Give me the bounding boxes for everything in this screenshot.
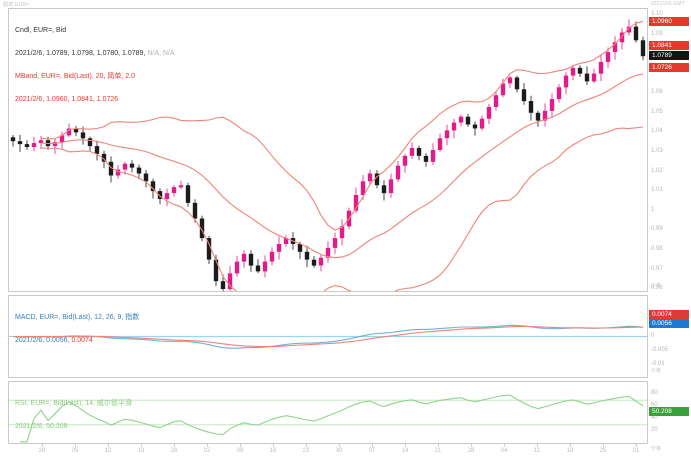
time-axis-label: 28 [38,448,46,454]
axis-tick-label: 0.98 [651,245,663,252]
indicator-badge-rsi-value: 50.208 [649,406,689,416]
price-badge-middle-band: 1.0841 [649,40,689,50]
axis-tick-label: 1.09 [651,30,663,37]
time-axis-tick [75,444,76,447]
axis-unit-rsi: 价格 [651,446,662,452]
price-badge-lower-band: 1.0726 [649,63,689,72]
main-price-panel[interactable]: Cndl, EUR=, Bid 2021/2/6, 1.0789, 1.0798… [8,8,648,292]
time-axis-label: 12 [104,448,112,454]
axis-tick-label: 1.06 [651,89,663,96]
time-axis-tick [240,444,241,447]
time-axis-tick [141,444,142,447]
axis-tick-label: -0.005 [651,347,669,353]
axis-unit-macd: 价格 [651,368,662,374]
axis-tick-label: 1.03 [651,148,663,154]
axis-tick-label: 0 [651,332,655,339]
time-axis-label: 28 [467,448,475,454]
time-axis-label: 16 [269,448,277,454]
time-axis-label: 30 [335,448,343,454]
time-axis-label: 14 [401,448,409,454]
axis-tick-label: 60 [651,402,658,409]
time-axis-label: 25 [599,448,607,454]
time-axis-label: 07 [368,448,376,454]
macd-plot[interactable] [9,296,647,377]
time-axis-tick [306,444,307,447]
time-axis-tick [603,444,604,447]
time-axis-tick [339,444,340,447]
time-axis-label: 26 [170,448,178,454]
time-axis-label: 11 [533,448,541,454]
axis-tick-label: 1 [651,206,655,213]
time-axis-tick [438,444,439,447]
time-axis-tick [537,444,538,447]
axis-tick-label: 0.97 [651,265,663,272]
axis-tick-label: 0.96 [651,285,663,291]
time-axis-tick [108,444,109,447]
time-axis-label: 21 [434,448,442,454]
indicator-badge-macd-signal: 0.0074 [649,309,689,319]
axis-tick-label: 40 [651,414,658,421]
time-axis-tick [471,444,472,447]
price-axis: 1.10 1.09 1.06 1.05 1.04 1.03 1.02 1.01 1 0.99 0.9… [649,0,691,462]
time-axis-label: 05 [71,448,79,454]
axis-tick-label: 1.05 [651,108,663,115]
time-axis-tick [42,444,43,447]
price-badge-last-price: 1.0789 [649,50,689,60]
axis-tick-label: 0.99 [651,226,663,233]
rsi-panel[interactable]: RSI, EUR=, Bid(Last), 14, 威尔德平滑 2021/2/6… [8,381,648,444]
axis-tick-label: 1.04 [651,128,663,135]
time-axis-tick [570,444,571,447]
header-right-text: 2021/2/6 GMT [650,1,685,7]
axis-tick-label: 1.10 [651,10,663,17]
candlestick-bollinger-plot[interactable] [9,9,647,291]
axis-tick-label: 80 [651,390,658,397]
time-axis-tick [504,444,505,447]
time-axis-label: 02 [203,448,211,454]
axis-tick-label: -0.01 [651,361,665,368]
axis-tick-label: 1.02 [651,167,663,174]
axis-tick-label: 20 [651,426,658,433]
time-axis: 28 05 12 19 26 02 09 16 23 30 07 14 21 28 04 11 18 25 01 [8,444,648,460]
time-axis-label: 01 [632,448,640,454]
time-axis-label: 19 [137,448,145,454]
time-axis-tick [405,444,406,447]
axis-tick-label: 1.01 [651,187,663,194]
time-axis-tick [636,444,637,447]
header-left-text: 图表 EUR= [3,2,30,8]
macd-panel[interactable]: MACD, EUR=, Bid(Last), 12, 26, 9, 指数 202… [8,295,648,378]
indicator-badge-macd-line: 0.0056 [649,319,689,329]
time-axis-label: 18 [566,448,574,454]
axis-unit-price: 价格 [651,283,662,289]
time-axis-label: 23 [302,448,310,454]
time-axis-tick [174,444,175,447]
time-axis-tick [372,444,373,447]
rsi-plot[interactable] [9,382,647,443]
price-badge-upper-band: 1.0960 [649,17,689,27]
time-axis-tick [273,444,274,447]
time-axis-label: 04 [500,448,508,454]
time-axis-tick [207,444,208,447]
time-axis-label: 09 [236,448,244,454]
